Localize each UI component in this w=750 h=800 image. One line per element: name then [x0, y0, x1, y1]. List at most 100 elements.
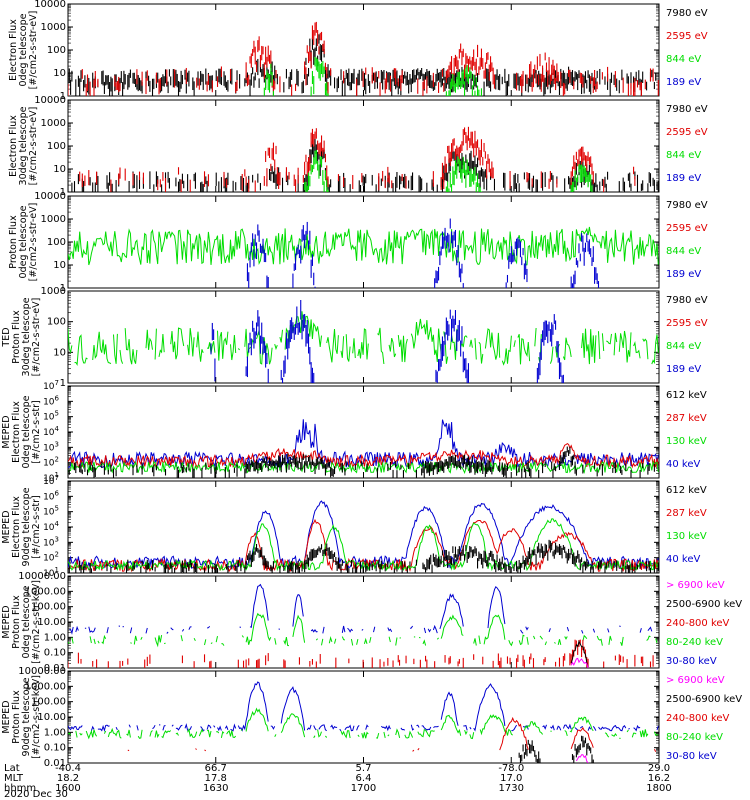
series-9	[68, 311, 659, 367]
legend-entry: 130 keV	[666, 436, 707, 447]
x-tick-label: 5.7	[356, 763, 372, 774]
legend-entry: 2595 eV	[666, 127, 708, 138]
x-row-label: MLT	[4, 773, 24, 784]
y-tick-label: 105	[43, 410, 59, 423]
y-axis-label: [#/cm2-s-str-eV]	[28, 203, 39, 282]
series-18	[68, 539, 659, 573]
y-tick-label: 104	[43, 425, 59, 438]
y-tick-label: 1.00	[44, 632, 66, 643]
series-23	[570, 657, 589, 668]
data-line	[68, 311, 659, 367]
legend-entry: 7980 eV	[666, 200, 708, 211]
x-tick-label: 1730	[499, 783, 524, 794]
y-tick-label: 1.00	[44, 727, 66, 738]
legend-entry: 130 keV	[666, 531, 707, 542]
y-axis-label: [#/cm2-s-str-keV]	[31, 675, 42, 759]
y-tick-label: 100	[47, 317, 66, 328]
y-tick-label: 1000.00	[25, 681, 66, 692]
y-tick-label: 10	[53, 164, 66, 175]
data-line	[575, 754, 589, 763]
legend-entry: 7980 eV	[666, 8, 708, 19]
y-axis-label: Proton Flux	[11, 310, 22, 364]
panel-4: 1000 100 10 1 TED Proton Flux 30deg telescope[…	[1, 286, 708, 389]
x-tick-label: 17.8	[205, 773, 227, 784]
y-axis-label: [#/cm2-s-str-eV]	[28, 11, 39, 90]
y-axis-label: 0deg telescope	[18, 13, 29, 86]
legend-entry: 7980 eV	[666, 295, 708, 306]
y-tick-label: 103	[43, 440, 59, 453]
y-axis-label: 30deg telescope	[18, 106, 29, 185]
series-5	[79, 126, 636, 192]
y-tick-label: 10	[53, 68, 66, 79]
y-tick-label: 1000	[41, 286, 66, 297]
data-line	[68, 612, 658, 648]
x-tick-label: 1800	[646, 783, 671, 794]
panel-3: 10000 1000 100 10 1 Proton Flux 0deg telescope…	[8, 191, 708, 294]
y-tick-label: 1000.00	[25, 586, 66, 597]
series-6	[304, 150, 593, 192]
series-3	[263, 56, 483, 96]
data-line	[68, 226, 659, 266]
x-tick-label: 66.7	[205, 763, 227, 774]
y-tick-label: 10	[53, 347, 66, 358]
y-axis-label: 0deg telescope	[21, 585, 32, 658]
legend-entry: 40 keV	[666, 459, 700, 470]
legend-entry: 40 keV	[666, 554, 700, 565]
y-axis-label: MEPED	[1, 415, 12, 448]
x-tick-label: -40.4	[55, 763, 81, 774]
legend-entry: 844 eV	[666, 341, 701, 352]
y-tick-label: 10000	[34, 95, 66, 106]
data-line	[570, 657, 589, 668]
series-21	[68, 639, 654, 668]
y-tick-label: 100	[47, 45, 66, 56]
series-10	[210, 299, 564, 383]
y-tick-label: 0.10	[44, 648, 66, 659]
series-2	[68, 21, 659, 96]
series-19	[69, 583, 653, 635]
data-line	[570, 639, 589, 668]
y-tick-label: 0.01	[44, 758, 66, 769]
y-axis-label: [#/cm2-s-str]	[31, 495, 42, 558]
y-tick-label: 105	[43, 505, 59, 518]
y-tick-label: 107	[43, 379, 59, 392]
x-tick-label: 16.2	[648, 773, 670, 784]
y-axis-label: [#/cm2-s-str]	[31, 400, 42, 463]
legend-entry: 844 eV	[666, 54, 701, 65]
data-line	[127, 716, 657, 752]
series-12	[68, 442, 659, 470]
y-tick-label: 106	[43, 394, 59, 407]
legend-entry: 240-800 keV	[666, 618, 730, 629]
series-26	[127, 716, 657, 752]
y-axis-label: 90deg telescope	[21, 487, 32, 566]
legend-entry: 30-80 keV	[666, 656, 717, 667]
legend-entry: 2500-6900 keV	[666, 599, 742, 610]
legend-entry: 612 keV	[666, 485, 707, 496]
x-tick-label: 1700	[351, 783, 376, 794]
legend-entry: > 6900 keV	[666, 580, 725, 591]
x-tick-label: 17.0	[500, 773, 522, 784]
panel-1: 10000 1000 100 10 1 Electron Flux 0deg telesco…	[8, 0, 708, 102]
series-8	[246, 218, 600, 288]
y-tick-label: 10000	[34, 0, 66, 10]
panel-7: 10000.00 1000.00 100.00 10.00 1.00 0.10 0.01 ME…	[1, 571, 742, 674]
legend-entry: 287 keV	[666, 413, 707, 424]
y-tick-label: 1	[60, 378, 66, 389]
y-tick-label: 10000.00	[18, 571, 66, 582]
series-14	[68, 446, 655, 478]
series-22	[570, 639, 589, 668]
legend-entry: 844 eV	[666, 150, 701, 161]
legend-entry: 287 keV	[666, 508, 707, 519]
legend-entry: 612 keV	[666, 390, 707, 401]
y-axis-label: Proton Flux	[11, 690, 22, 744]
legend-entry: 30-80 keV	[666, 751, 717, 762]
y-tick-label: 100	[47, 141, 66, 152]
y-axis-label: MEPED	[1, 605, 12, 638]
panel-2: 10000 1000 100 10 1 Electron Flux 30deg telesc…	[8, 95, 708, 198]
x-tick-label: -78.0	[498, 763, 524, 774]
plot-frame	[67, 670, 660, 764]
legend-entry: 240-800 keV	[666, 713, 730, 724]
y-axis-label: [#/cm2-s-str-eV]	[28, 107, 39, 186]
y-axis-label: 90deg telescope	[21, 677, 32, 756]
series-24	[68, 681, 659, 733]
